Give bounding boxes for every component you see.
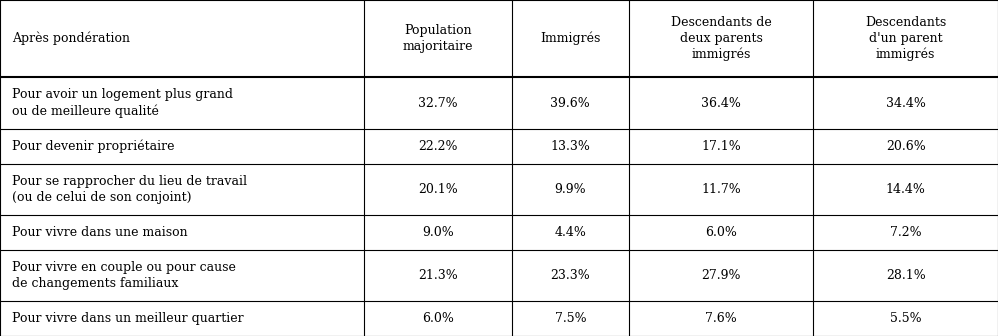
Text: 20.1%: 20.1% <box>418 183 458 196</box>
Text: Pour se rapprocher du lieu de travail
(ou de celui de son conjoint): Pour se rapprocher du lieu de travail (o… <box>12 175 247 204</box>
Text: Pour vivre dans une maison: Pour vivre dans une maison <box>12 226 188 239</box>
Text: 7.2%: 7.2% <box>890 226 921 239</box>
Text: Après pondération: Après pondération <box>12 32 130 45</box>
Text: 21.3%: 21.3% <box>418 269 458 282</box>
Text: Pour avoir un logement plus grand
ou de meilleure qualité: Pour avoir un logement plus grand ou de … <box>12 88 233 118</box>
Text: 32.7%: 32.7% <box>418 96 458 110</box>
Text: 6.0%: 6.0% <box>706 226 737 239</box>
Text: 14.4%: 14.4% <box>886 183 925 196</box>
Text: Pour vivre en couple ou pour cause
de changements familiaux: Pour vivre en couple ou pour cause de ch… <box>12 261 236 290</box>
Text: 39.6%: 39.6% <box>551 96 590 110</box>
Text: 4.4%: 4.4% <box>555 226 586 239</box>
Text: 11.7%: 11.7% <box>702 183 741 196</box>
Text: 5.5%: 5.5% <box>890 312 921 325</box>
Text: Descendants de
deux parents
immigrés: Descendants de deux parents immigrés <box>671 16 771 61</box>
Text: 13.3%: 13.3% <box>551 140 590 153</box>
Text: Population
majoritaire: Population majoritaire <box>403 24 473 53</box>
Text: 9.0%: 9.0% <box>422 226 454 239</box>
Text: 22.2%: 22.2% <box>418 140 458 153</box>
Text: 7.5%: 7.5% <box>555 312 586 325</box>
Text: 23.3%: 23.3% <box>551 269 590 282</box>
Text: 7.6%: 7.6% <box>706 312 737 325</box>
Text: Pour vivre dans un meilleur quartier: Pour vivre dans un meilleur quartier <box>12 312 244 325</box>
Text: 27.9%: 27.9% <box>702 269 741 282</box>
Text: 17.1%: 17.1% <box>702 140 741 153</box>
Text: 20.6%: 20.6% <box>886 140 925 153</box>
Text: Immigrés: Immigrés <box>540 32 601 45</box>
Text: 28.1%: 28.1% <box>886 269 925 282</box>
Text: 9.9%: 9.9% <box>555 183 586 196</box>
Text: 34.4%: 34.4% <box>886 96 925 110</box>
Text: 6.0%: 6.0% <box>422 312 454 325</box>
Text: 36.4%: 36.4% <box>702 96 741 110</box>
Text: Descendants
d'un parent
immigrés: Descendants d'un parent immigrés <box>865 16 946 61</box>
Text: Pour devenir propriétaire: Pour devenir propriétaire <box>12 139 175 153</box>
